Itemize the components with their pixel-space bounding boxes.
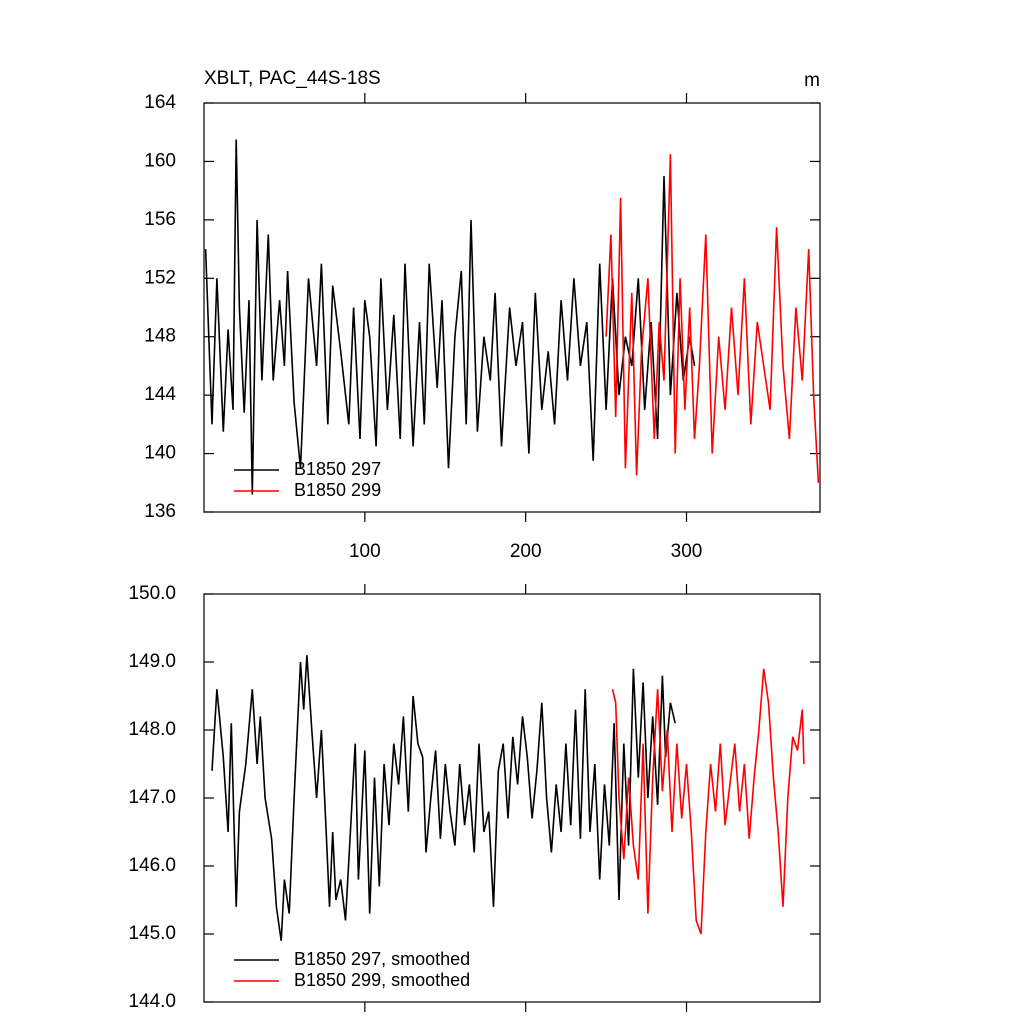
legend-label: B1850 297 (294, 459, 381, 479)
data-line (211, 655, 676, 941)
y-tick-label: 144.0 (128, 991, 176, 1012)
data-line (605, 154, 820, 483)
data-line (204, 139, 696, 495)
legend-label: B1850 297, smoothed (294, 949, 470, 969)
legend-label: B1850 299 (294, 480, 381, 500)
y-tick-label: 146.0 (128, 855, 176, 876)
y-tick-label: 148.0 (128, 719, 176, 740)
y-tick-label: 164 (144, 92, 176, 113)
units-label: m (804, 70, 820, 91)
y-tick-label: 144 (144, 384, 176, 405)
x-tick-label: 200 (510, 541, 542, 562)
y-tick-label: 136 (144, 501, 176, 522)
y-tick-label: 156 (144, 209, 176, 230)
y-tick-label: 140 (144, 443, 176, 464)
y-tick-label: 160 (144, 150, 176, 171)
y-tick-label: 149.0 (128, 651, 176, 672)
chart-title: XBLT, PAC_44S-18S (204, 68, 381, 89)
x-tick-label: 300 (671, 541, 703, 562)
y-tick-label: 152 (144, 267, 176, 288)
y-tick-label: 148 (144, 326, 176, 347)
y-tick-label: 147.0 (128, 787, 176, 808)
legend-label: B1850 299, smoothed (294, 970, 470, 990)
y-tick-label: 150.0 (128, 583, 176, 604)
y-tick-label: 145.0 (128, 923, 176, 944)
plot-frame (203, 102, 821, 513)
data-line (611, 668, 805, 935)
x-tick-label: 100 (349, 541, 381, 562)
